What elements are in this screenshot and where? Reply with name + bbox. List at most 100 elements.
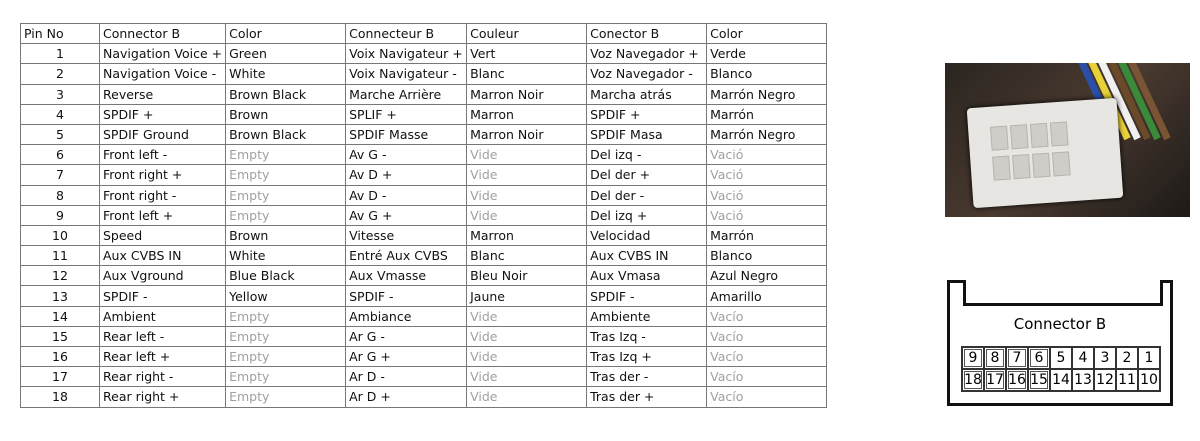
table-cell: Voz Navegador + bbox=[586, 43, 708, 65]
pin-number: 8 bbox=[20, 184, 100, 206]
table-cell: Del der - bbox=[586, 184, 708, 206]
pin-cell: 18 bbox=[962, 369, 984, 391]
table-cell: Empty bbox=[225, 144, 347, 166]
pinout-table: Pin No Connector B Color Connecteur B Couleu… bbox=[20, 22, 828, 408]
pin-cell: 11 bbox=[1116, 369, 1138, 391]
table-cell: Aux CVBS IN bbox=[586, 245, 708, 267]
table-cell: Front left - bbox=[98, 144, 227, 166]
table-cell: Marron Noir bbox=[466, 123, 588, 146]
table-cell: Ambiente bbox=[586, 305, 708, 327]
table-cell: Vació bbox=[706, 204, 828, 226]
table-cell: Rear right + bbox=[98, 386, 227, 408]
pin-cell: 10 bbox=[1138, 369, 1160, 391]
pin-number: 7 bbox=[20, 164, 100, 186]
table-cell: Marrón bbox=[706, 103, 828, 125]
pin-cell: 13 bbox=[1072, 369, 1094, 391]
pin-number: 3 bbox=[20, 83, 100, 105]
table-cell: Empty bbox=[225, 204, 347, 226]
table-cell: Empty bbox=[225, 366, 347, 388]
table-cell: Ar D - bbox=[345, 366, 468, 388]
table-cell: Speed bbox=[98, 224, 227, 247]
table-cell: Aux CVBS IN bbox=[98, 245, 227, 267]
table-cell: Del izq + bbox=[586, 204, 708, 226]
table-cell: Marche Arrière bbox=[345, 83, 468, 105]
table-cell: SPDIF Ground bbox=[98, 123, 227, 146]
pin-grid: 9 8 7 6 5 4 3 2 1 18 17 16 15 14 13 12 11 10 bbox=[961, 346, 1161, 392]
table-cell: Navigation Voice - bbox=[98, 63, 227, 85]
pin-number: 12 bbox=[20, 265, 100, 287]
table-cell: Verde bbox=[706, 43, 828, 65]
table-cell: Av D - bbox=[345, 184, 468, 206]
table-cell: Rear left + bbox=[98, 345, 227, 368]
table-cell: Vert bbox=[466, 43, 588, 65]
table-cell: Vide bbox=[466, 144, 588, 166]
connector-photo bbox=[945, 63, 1190, 217]
table-cell: Tras der - bbox=[586, 366, 708, 388]
table-cell: Empty bbox=[225, 305, 347, 327]
table-cell: Vacío bbox=[706, 305, 828, 327]
table-row: 6 Front left - Empty Av G - Vide Del izq - Vac… bbox=[20, 144, 828, 166]
table-cell: Bleu Noir bbox=[466, 265, 588, 287]
table-cell: Rear left - bbox=[98, 325, 227, 348]
table-row: 4 SPDIF + Brown SPLIF + Marron SPDIF + Marrón bbox=[20, 103, 828, 125]
table-cell: Aux Vmasa bbox=[586, 265, 708, 287]
connector-title: Connector B bbox=[1013, 315, 1107, 333]
table-cell: Marrón Negro bbox=[706, 123, 828, 146]
table-cell: Blanc bbox=[466, 63, 588, 85]
table-cell: Aux Vground bbox=[98, 265, 227, 287]
table-cell: Voix Navigateur - bbox=[345, 63, 468, 85]
table-row: 17 Rear right - Empty Ar D - Vide Tras der -V… bbox=[20, 366, 828, 388]
pin-cell: 3 bbox=[1094, 347, 1116, 369]
column-header: Pin No bbox=[20, 22, 100, 45]
table-cell: SPDIF - bbox=[345, 285, 468, 307]
table-cell: Marron bbox=[466, 103, 588, 125]
table-cell: Del izq - bbox=[586, 144, 708, 166]
table-cell: Velocidad bbox=[586, 224, 708, 247]
table-cell: Vide bbox=[466, 325, 588, 348]
table-cell: Vacío bbox=[706, 345, 828, 368]
table-row: 3 Reverse Brown Black Marche Arrière Marron … bbox=[20, 83, 828, 105]
table-cell: Vide bbox=[466, 184, 588, 206]
pin-number: 13 bbox=[20, 285, 100, 307]
table-row: 2 Navigation Voice - White Voix Navigateur … bbox=[20, 63, 828, 85]
pin-cell: 6 bbox=[1028, 347, 1050, 369]
table-cell: Vació bbox=[706, 164, 828, 186]
table-cell: Vació bbox=[706, 184, 828, 206]
table-row: 1 Navigation Voice + Green Voix Navigateur … bbox=[20, 43, 828, 65]
table-row: 14 Ambient Empty Ambiance Vide Ambiente Vacío bbox=[20, 305, 828, 327]
table-cell: Blanco bbox=[706, 245, 828, 267]
column-header: Connecteur B bbox=[345, 22, 468, 45]
table-cell: SPDIF Masa bbox=[586, 123, 708, 146]
table-cell: Empty bbox=[225, 164, 347, 186]
table-cell: Av D + bbox=[345, 164, 468, 186]
table-cell: Vide bbox=[466, 345, 588, 368]
column-header: Conector B bbox=[586, 22, 708, 45]
column-header: Couleur bbox=[466, 22, 588, 45]
table-cell: Rear right - bbox=[98, 366, 227, 388]
table-cell: SPDIF Masse bbox=[345, 123, 468, 146]
table-cell: Jaune bbox=[466, 285, 588, 307]
pin-number: 4 bbox=[20, 103, 100, 125]
pin-cell: 12 bbox=[1094, 369, 1116, 391]
table-cell: Brown bbox=[225, 224, 347, 247]
table-cell: Yellow bbox=[225, 285, 347, 307]
table-row: 5 SPDIF Ground Brown Black SPDIF Masse Marro… bbox=[20, 123, 828, 146]
table-cell: Navigation Voice + bbox=[98, 43, 227, 65]
pin-number: 6 bbox=[20, 144, 100, 166]
table-cell: Vide bbox=[466, 386, 588, 408]
table-cell: Marcha atrás bbox=[586, 83, 708, 105]
table-cell: Voix Navigateur + bbox=[345, 43, 468, 65]
table-row: 18 Rear right + Empty Ar D + Vide Tras der + V… bbox=[20, 386, 828, 408]
column-header: Color bbox=[225, 22, 347, 45]
pin-number: 10 bbox=[20, 224, 100, 247]
table-row: 13 SPDIF - Yellow SPDIF - Jaune SPDIF - Amaril… bbox=[20, 285, 828, 307]
table-cell: Brown Black bbox=[225, 83, 347, 105]
pin-number: 1 bbox=[20, 43, 100, 65]
connector-diagram: Connector B 9 8 7 6 5 4 3 2 1 18 17 16 15 14 13 12 11 10 bbox=[947, 280, 1173, 406]
pin-cell: 9 bbox=[962, 347, 984, 369]
pin-cell: 17 bbox=[984, 369, 1006, 391]
table-cell: White bbox=[225, 245, 347, 267]
table-cell: Amarillo bbox=[706, 285, 828, 307]
table-row: 11 Aux CVBS IN White Entré Aux CVBS Blanc Aux… bbox=[20, 245, 828, 267]
table-cell: Reverse bbox=[98, 83, 227, 105]
